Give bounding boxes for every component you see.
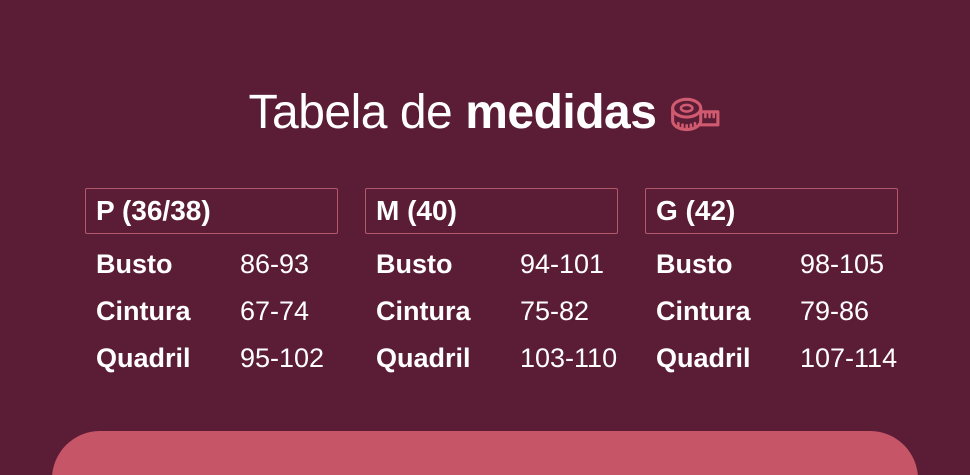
measure-value: 75-82: [520, 296, 590, 326]
size-header-box: M (40): [365, 188, 618, 234]
size-column-g: G (42) Busto 98-105 Cintura 79-86 Quadri…: [645, 188, 898, 382]
title-regular-text: Tabela de: [248, 86, 453, 139]
measure-label: Busto: [96, 249, 173, 279]
measure-rows: Busto 94-101 Cintura 75-82 Quadril 103-1…: [365, 241, 618, 382]
size-columns: P (36/38) Busto 86-93 Cintura 67-74 Quad…: [85, 188, 898, 382]
measure-value: 79-86: [800, 296, 870, 326]
measure-value: 107-114: [800, 343, 898, 373]
measure-row: Quadril 107-114: [645, 335, 898, 382]
measure-value: 98-105: [800, 249, 885, 279]
measure-row: Cintura 67-74: [85, 288, 338, 335]
measure-row: Busto 86-93: [85, 241, 338, 288]
measure-rows: Busto 86-93 Cintura 67-74 Quadril 95-102: [85, 241, 338, 382]
title-bold-text: medidas: [465, 86, 657, 139]
measure-label: Quadril: [376, 343, 471, 373]
measure-label: Busto: [376, 249, 453, 279]
size-label: G (42): [656, 195, 736, 226]
measure-label: Cintura: [96, 296, 191, 326]
measure-rows: Busto 98-105 Cintura 79-86 Quadril 107-1…: [645, 241, 898, 382]
measure-row: Quadril 103-110: [365, 335, 618, 382]
measure-label: Cintura: [656, 296, 751, 326]
measure-label: Quadril: [96, 343, 191, 373]
size-header-box: G (42): [645, 188, 898, 234]
size-column-m: M (40) Busto 94-101 Cintura 75-82 Quadri…: [365, 188, 618, 382]
measure-label: Cintura: [376, 296, 471, 326]
measure-row: Busto 98-105: [645, 241, 898, 288]
measure-value: 95-102: [240, 343, 325, 373]
bottom-card: [52, 431, 918, 475]
measure-label: Quadril: [656, 343, 751, 373]
size-label: P (36/38): [96, 195, 211, 226]
measure-value: 67-74: [240, 296, 310, 326]
measure-row: Quadril 95-102: [85, 335, 338, 382]
tape-measure-icon: [671, 97, 720, 132]
page-title: Tabela de medidas: [0, 88, 970, 138]
size-header-box: P (36/38): [85, 188, 338, 234]
measure-value: 103-110: [520, 343, 618, 373]
measure-row: Cintura 79-86: [645, 288, 898, 335]
measure-row: Cintura 75-82: [365, 288, 618, 335]
size-column-p: P (36/38) Busto 86-93 Cintura 67-74 Quad…: [85, 188, 338, 382]
measure-row: Busto 94-101: [365, 241, 618, 288]
measure-label: Busto: [656, 249, 733, 279]
size-label: M (40): [376, 195, 457, 226]
measure-value: 86-93: [240, 249, 310, 279]
measure-value: 94-101: [520, 249, 605, 279]
